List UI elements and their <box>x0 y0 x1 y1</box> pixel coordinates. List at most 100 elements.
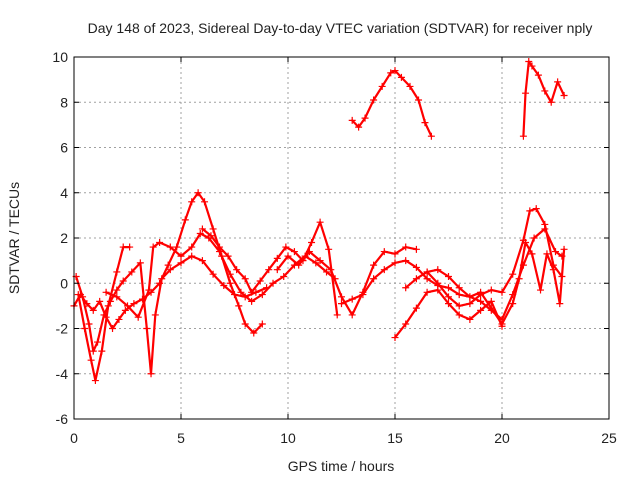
data-point <box>130 300 138 308</box>
data-point <box>312 259 320 267</box>
data-point <box>522 239 530 247</box>
data-point <box>333 311 341 319</box>
data-point <box>528 62 536 70</box>
data-point <box>166 243 174 251</box>
data-point <box>258 320 266 328</box>
data-point <box>269 279 277 287</box>
data-point <box>316 218 324 226</box>
data-point <box>325 245 333 253</box>
x-tick-label: 15 <box>387 430 403 446</box>
series-line <box>340 227 564 321</box>
y-tick-label: -6 <box>56 411 69 427</box>
data-point <box>412 263 420 271</box>
data-point <box>134 313 142 321</box>
data-point <box>477 297 485 305</box>
data-point <box>380 248 388 256</box>
data-point <box>119 277 127 285</box>
data-point <box>402 320 410 328</box>
data-point <box>391 250 399 258</box>
data-point <box>528 250 536 258</box>
data-point <box>104 302 112 310</box>
data-point <box>235 302 243 310</box>
series-track-11 <box>348 67 435 140</box>
data-point <box>421 119 429 127</box>
data-point <box>113 293 121 301</box>
data-point <box>391 67 399 75</box>
data-point <box>412 304 420 312</box>
data-point <box>290 248 298 256</box>
data-point <box>256 277 264 285</box>
data-point <box>348 311 356 319</box>
data-point <box>406 82 414 90</box>
data-point <box>370 261 378 269</box>
data-point <box>526 207 534 215</box>
data-point <box>498 320 506 328</box>
data-point <box>380 266 388 274</box>
y-tick-label: 8 <box>60 94 68 110</box>
data-point <box>151 311 159 319</box>
data-point <box>196 229 204 237</box>
series-track-4 <box>102 229 339 321</box>
data-point <box>466 315 474 323</box>
data-point <box>412 245 420 253</box>
data-point <box>124 302 131 310</box>
data-point <box>209 270 217 278</box>
y-tick-label: -4 <box>56 366 69 382</box>
data-point <box>89 306 97 314</box>
series-track-3 <box>74 243 134 385</box>
data-point <box>181 216 189 224</box>
data-point <box>445 293 452 301</box>
data-point <box>207 232 215 240</box>
data-point <box>530 234 538 242</box>
data-point <box>226 270 234 278</box>
data-point <box>412 275 420 283</box>
data-point <box>359 291 367 299</box>
data-point <box>455 311 463 319</box>
series-track-5 <box>198 218 341 319</box>
data-point <box>79 293 87 301</box>
data-point <box>387 69 395 77</box>
data-point <box>477 306 485 314</box>
data-point <box>81 325 89 332</box>
data-point <box>370 275 378 283</box>
grid <box>74 57 609 419</box>
data-point <box>308 239 316 247</box>
y-tick-label: 2 <box>60 230 68 246</box>
data-point <box>119 243 127 251</box>
data-point <box>91 377 99 385</box>
y-tick-label: 10 <box>52 49 68 65</box>
data-point <box>121 306 129 314</box>
data-point <box>284 252 292 260</box>
data-point <box>188 198 196 206</box>
data-point <box>509 300 517 308</box>
data-point <box>188 252 196 260</box>
data-point <box>370 96 378 104</box>
series-track-8 <box>391 286 506 342</box>
data-point <box>128 268 136 276</box>
series-line <box>201 221 339 316</box>
data-point <box>455 291 463 299</box>
data-point <box>378 82 386 90</box>
data-point <box>188 243 196 251</box>
data-point <box>115 315 123 323</box>
data-point <box>391 259 399 267</box>
chart-title: Day 148 of 2023, Sidereal Day-to-day VTE… <box>88 20 593 36</box>
series-track-7 <box>338 225 566 323</box>
x-tick-label: 0 <box>70 430 78 446</box>
data-point <box>455 302 463 310</box>
data-point <box>554 78 562 86</box>
series-track-6 <box>273 243 420 319</box>
data-point <box>226 279 234 287</box>
data-point <box>434 279 442 287</box>
axis-ticks: 0 5 10 15 20 25 -6 -4 -2 0 2 4 6 8 10 <box>52 49 617 446</box>
data-point <box>415 96 423 104</box>
data-point <box>525 58 533 66</box>
data-point <box>477 288 485 296</box>
data-point <box>209 225 217 233</box>
data-point <box>265 266 273 274</box>
y-tick-label: 6 <box>60 140 68 156</box>
data-point <box>177 252 185 260</box>
data-point <box>316 257 324 265</box>
data-point <box>233 266 241 274</box>
data-point <box>94 338 102 346</box>
